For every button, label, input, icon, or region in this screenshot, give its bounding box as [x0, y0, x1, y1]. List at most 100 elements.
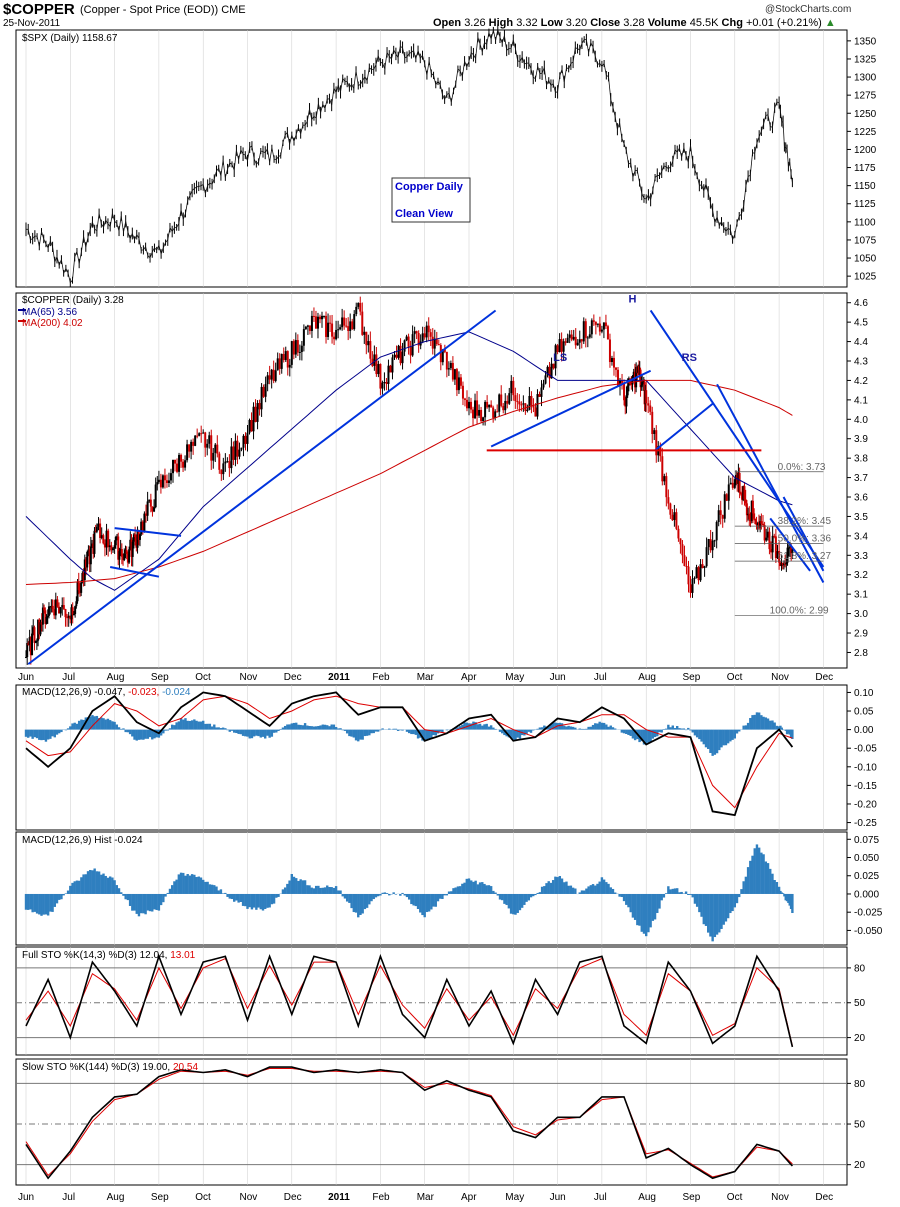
hist-bar: [598, 881, 601, 894]
hist-bar: [383, 892, 387, 894]
copper-candle-body: [651, 411, 654, 434]
hist-bar: [414, 893, 418, 907]
copper-candle-body: [93, 530, 96, 554]
macd-hist-bar: [463, 722, 466, 730]
macd-hist-bar: [33, 729, 37, 738]
copper-candle-body: [391, 357, 394, 373]
copper-candle-body: [99, 523, 102, 538]
hist-bar: [476, 884, 480, 894]
macd-hist-bar: [609, 725, 612, 730]
copper-candle-body: [264, 384, 267, 397]
hist-bar: [613, 892, 617, 894]
hist-bar: [777, 886, 781, 894]
macd-hist-bar: [629, 729, 632, 736]
hist-bar: [649, 893, 652, 928]
copper-candle-body: [731, 482, 734, 488]
hist-bar: [24, 893, 28, 910]
copper-candles: [25, 296, 794, 665]
macd-hist-bar: [40, 729, 43, 741]
macd-ytick-label: -0.25: [854, 818, 877, 829]
macd-hist-bar: [472, 721, 475, 730]
macd-hist-bar: [168, 728, 172, 730]
copper-candle-body: [435, 338, 438, 345]
macd-hist-bar: [35, 729, 39, 739]
x-axis-label-top: Sep: [151, 672, 169, 683]
copper-candle-body: [74, 606, 77, 615]
copper-candle-body: [427, 325, 430, 333]
copper-candle-body: [58, 606, 61, 614]
macd-hist-bar: [122, 728, 125, 730]
hist-bar: [622, 893, 626, 902]
trendline: [114, 527, 182, 537]
copper-candle-body: [43, 607, 46, 611]
copper-candle-body: [449, 362, 452, 369]
copper-candle-body: [39, 622, 42, 635]
hist-bar: [775, 882, 779, 894]
hist-bar: [219, 889, 223, 894]
macd-hist-bar: [660, 729, 663, 733]
copper-candle-body: [759, 521, 762, 528]
macd-hist-bar: [95, 715, 99, 730]
macd-hist-bar: [326, 725, 329, 730]
copper-candle-body: [679, 538, 682, 545]
hist-bar: [629, 893, 632, 913]
macd-hist-bar: [399, 729, 402, 731]
hist-bar: [574, 888, 577, 894]
hist-bar: [545, 883, 548, 894]
copper-candle-body: [774, 536, 777, 559]
copper-candle-body: [532, 405, 535, 408]
macd-hist-bar: [106, 718, 110, 730]
copper-candle-body: [494, 411, 497, 418]
x-axis-label-top: Dec: [284, 672, 302, 683]
trendline: [27, 309, 497, 665]
macd-hist-bar: [779, 725, 782, 730]
macd-hist-bar: [292, 722, 296, 730]
hist-bar: [430, 893, 433, 910]
macd-hist-bar: [662, 729, 666, 730]
hist-bar: [195, 877, 198, 894]
copper-candle-body: [534, 407, 537, 417]
copper-candle-body: [137, 531, 140, 540]
copper-candle-body: [546, 366, 549, 376]
macd-hist-bar: [233, 729, 236, 733]
macd-hist-bar: [208, 723, 212, 730]
hist-bar: [270, 893, 274, 905]
hist-bar: [385, 893, 389, 894]
macd-hist-bar: [202, 720, 205, 730]
macd-hist-bar: [246, 729, 249, 737]
spx-ytick-label: 1100: [854, 217, 876, 228]
macd-hist-bar: [509, 729, 513, 738]
copper-candle-body: [240, 447, 243, 450]
copper-candle-body: [596, 323, 599, 325]
hist-bar: [560, 878, 564, 894]
hist-bar: [445, 893, 449, 896]
hist-bar: [783, 893, 786, 897]
x-axis-label-top: Jun: [550, 672, 566, 683]
macd-hist-bar: [44, 729, 48, 742]
macd-hist-bar: [89, 716, 92, 730]
macd-hist-bar: [153, 729, 156, 739]
hist-bar: [582, 890, 586, 894]
macd-hist-bar: [135, 729, 138, 741]
copper-candle-body: [617, 369, 620, 386]
low-value: 3.20: [565, 17, 588, 29]
copper-candle-body: [75, 601, 78, 607]
macd-hist-bar: [370, 729, 373, 734]
hist-bar: [42, 893, 45, 915]
copper-candle-body: [202, 432, 205, 434]
copper-legend-part: $COPPER (Daily) 3.28: [22, 295, 124, 306]
hist-bar: [627, 893, 630, 908]
hist-bar: [695, 893, 699, 907]
macd-hist-bar: [788, 729, 791, 735]
copper-candle-body: [699, 564, 702, 581]
x-axis-label-bottom: Dec: [284, 1192, 302, 1203]
hist-bar: [647, 893, 650, 933]
copper-candle-body: [136, 531, 139, 548]
copper-candle-body: [56, 599, 59, 607]
macd-hist-bar: [283, 725, 287, 730]
macd-hist-bar: [551, 722, 555, 730]
macd-legend-part: -0.023,: [125, 687, 159, 698]
copper-candle-body: [178, 454, 181, 472]
copper-candle-body: [677, 528, 680, 539]
hist-bar: [443, 893, 446, 896]
